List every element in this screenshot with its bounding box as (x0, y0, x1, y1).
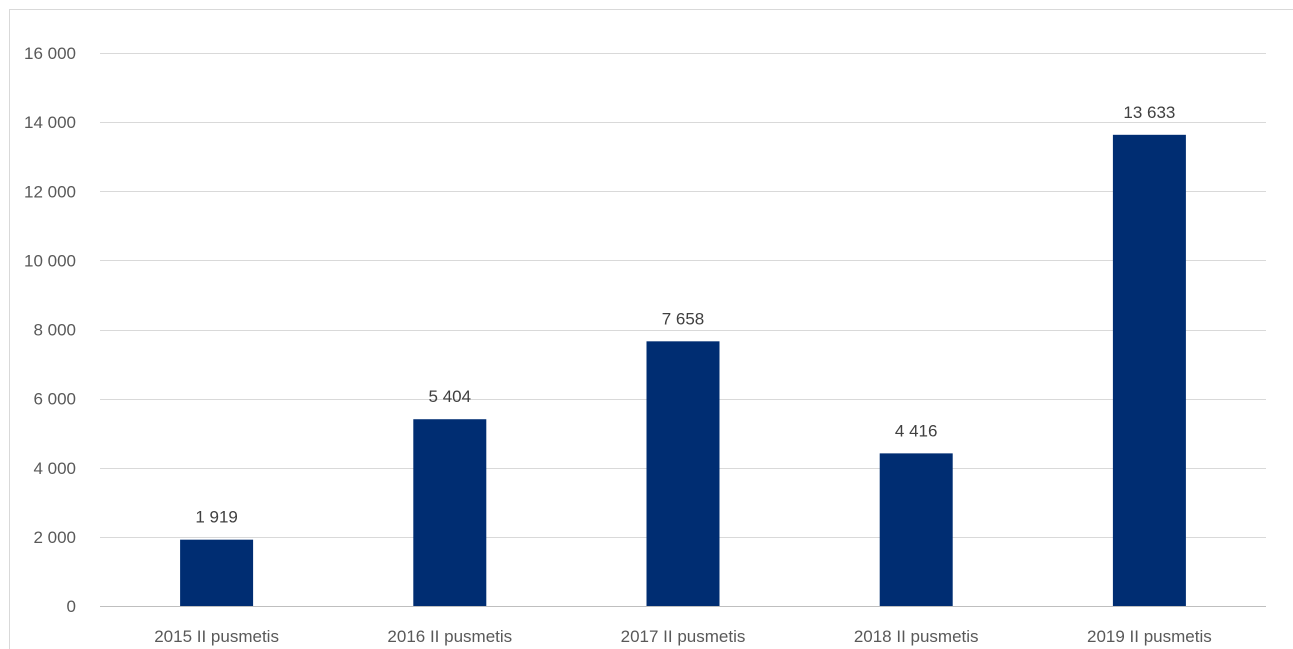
y-tick-label: 0 (67, 597, 76, 616)
data-labels: 1 919 5 404 7 658 4 416 13 633 (195, 103, 1175, 527)
bar-value-label: 13 633 (1123, 103, 1175, 122)
y-axis-ticks: 0 2 000 4 000 6 000 8 000 10 000 12 000 14 000 1… (24, 44, 76, 616)
bar-value-label: 7 658 (662, 309, 705, 328)
x-category-label: 2018 II pusmetis (854, 627, 979, 646)
bar-value-label: 5 404 (429, 387, 472, 406)
y-tick-label: 12 000 (24, 182, 76, 201)
y-tick-label: 2 000 (33, 528, 76, 547)
bar (180, 539, 254, 606)
bar (879, 453, 953, 606)
x-category-label: 2015 II pusmetis (154, 627, 279, 646)
bar-value-label: 1 919 (195, 508, 238, 527)
y-tick-label: 10 000 (24, 251, 76, 270)
x-axis-categories: 2015 II pusmetis 2016 II pusmetis 2017 II … (154, 627, 1212, 646)
bar (646, 341, 720, 606)
y-tick-label: 8 000 (33, 321, 76, 340)
y-tick-label: 16 000 (24, 44, 76, 63)
bar-value-label: 4 416 (895, 421, 938, 440)
y-tick-label: 6 000 (33, 390, 76, 409)
chart-border-left (9, 9, 10, 649)
x-category-label: 2019 II pusmetis (1087, 627, 1212, 646)
y-tick-label: 14 000 (24, 113, 76, 132)
x-category-label: 2016 II pusmetis (387, 627, 512, 646)
bars (180, 134, 1186, 606)
bar (1112, 134, 1186, 606)
chart-border-top (9, 9, 1293, 10)
bar (413, 419, 487, 606)
x-category-label: 2017 II pusmetis (621, 627, 746, 646)
y-tick-label: 4 000 (33, 459, 76, 478)
